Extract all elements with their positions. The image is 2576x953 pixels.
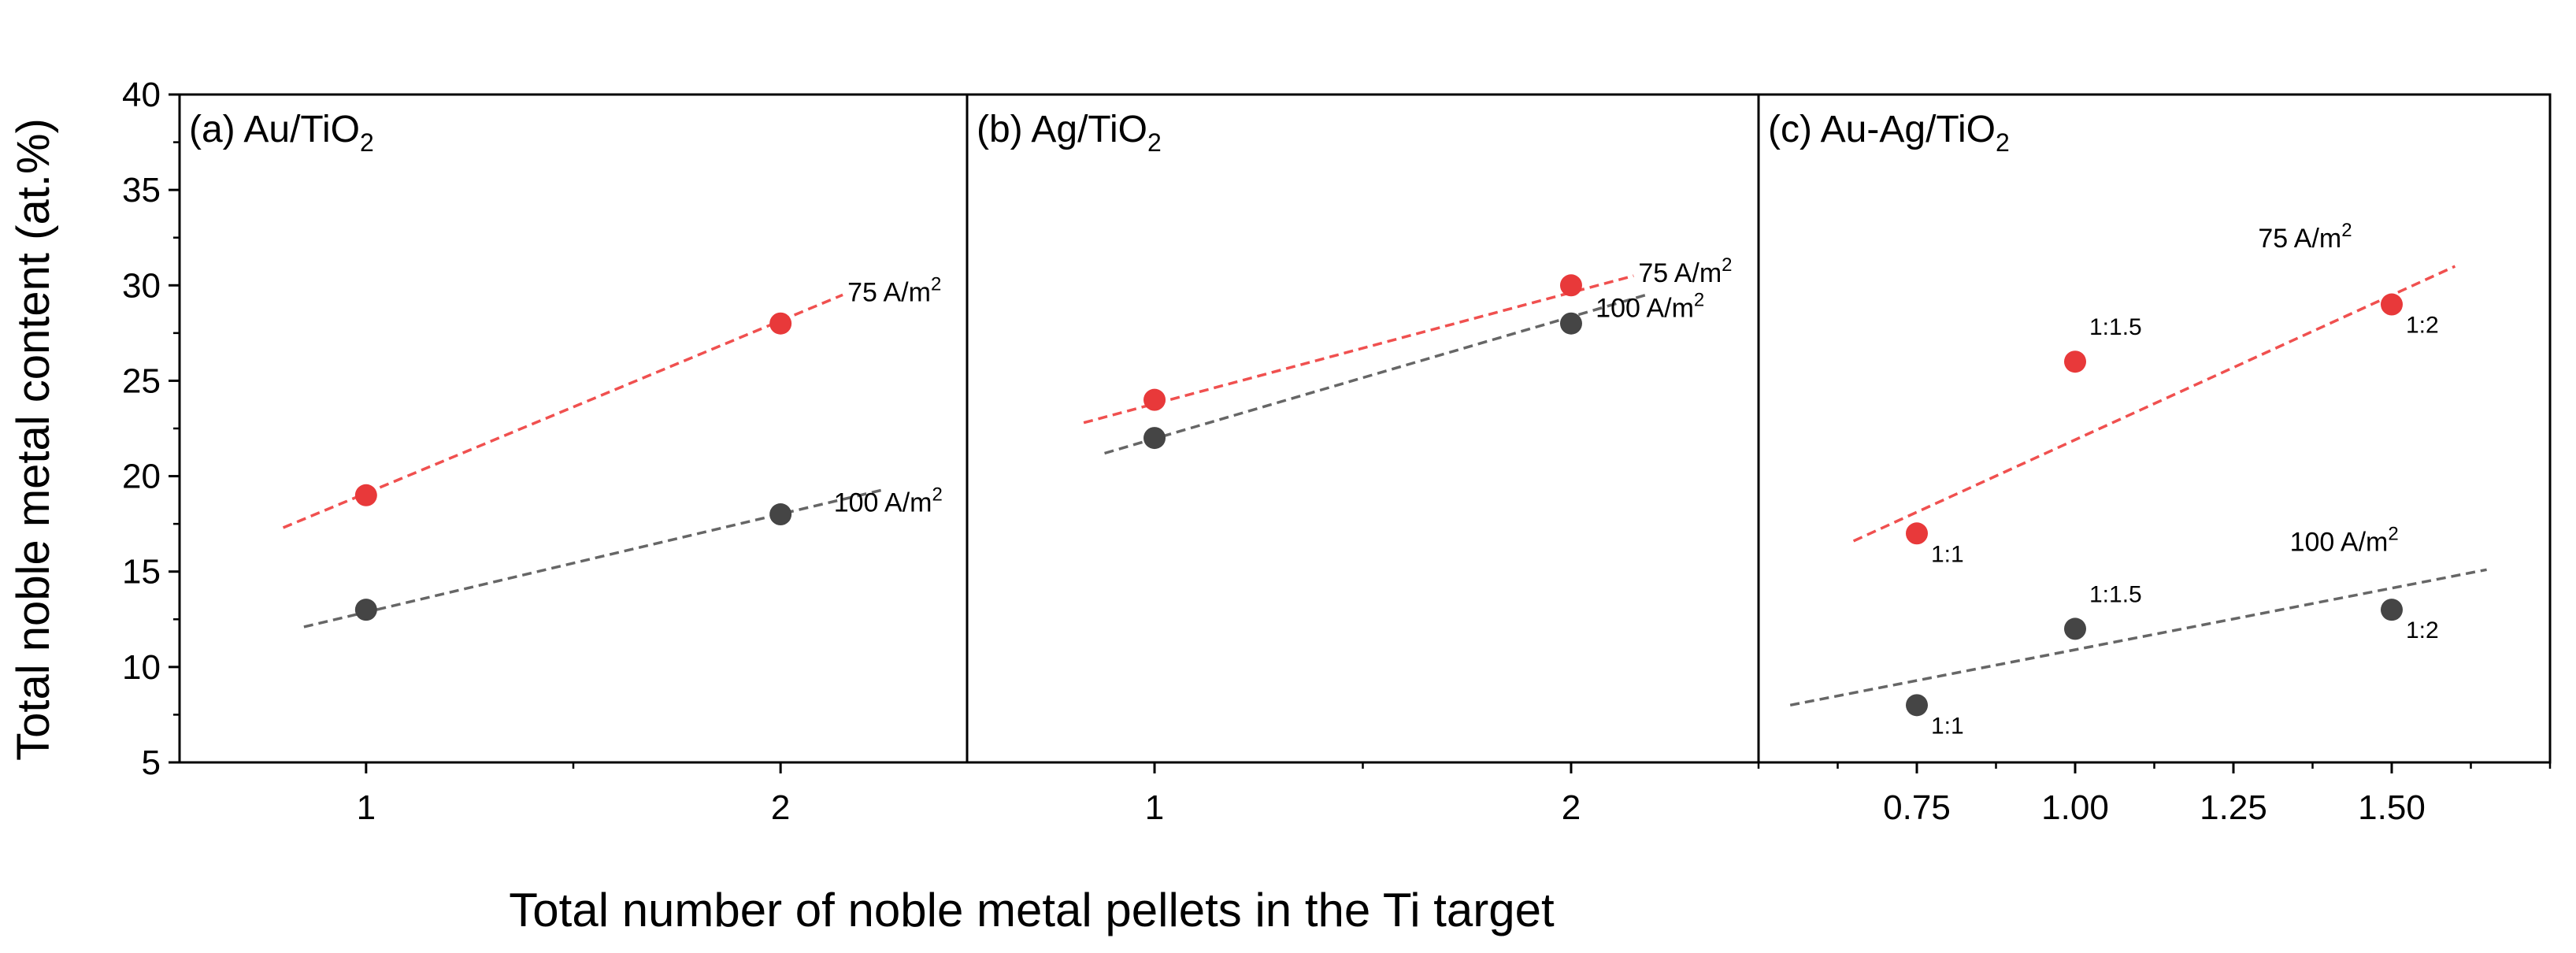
- panel-title-subscript: 2: [360, 128, 374, 157]
- series-red: 1:11:1.5 1:275 A/m2: [1852, 220, 2456, 567]
- data-point: [1559, 312, 1582, 335]
- series-label: 75 A/m2: [2258, 220, 2352, 254]
- panel-frame: [1757, 93, 2552, 764]
- panel-title-text: (a) Au/TiO: [189, 109, 360, 150]
- series-label-superscript: 2: [932, 484, 942, 506]
- data-point: [1559, 274, 1582, 297]
- trend-line: [282, 293, 843, 529]
- series-label-superscript: 2: [1722, 254, 1732, 276]
- data-point: [354, 484, 377, 506]
- series-gray: 100 A/m2: [303, 484, 943, 629]
- x-tick-label: 1: [1145, 788, 1164, 827]
- panel-title: (a) Au/TiO2: [189, 109, 374, 157]
- series-red: 75 A/m2: [1083, 254, 1733, 425]
- trend-line: [1789, 568, 2487, 707]
- series-red: 75 A/m2: [282, 273, 941, 529]
- data-point: [1906, 694, 1928, 717]
- data-point: [1143, 388, 1166, 411]
- point-label: 1:2: [2406, 313, 2439, 339]
- data-point: [2064, 350, 2086, 373]
- x-tick-label: 1.25: [2200, 788, 2267, 827]
- y-tick-label: 30: [122, 266, 161, 305]
- trend-line: [1083, 274, 1634, 425]
- x-tick-label: 1: [357, 788, 376, 827]
- panel-title-text: (c) Au-Ag/TiO: [1768, 109, 1996, 150]
- panel-frame: [178, 93, 969, 764]
- series-label-text: 100 A/m: [1596, 293, 1694, 323]
- trend-line: [1852, 265, 2456, 543]
- x-tick-label: 1.00: [2041, 788, 2109, 827]
- panel-frame: [966, 93, 1760, 764]
- y-tick-label: 10: [122, 648, 161, 687]
- series-label: 100 A/m2: [834, 484, 943, 518]
- y-axis-ticks: 5 10 15 20 25 30 35 40: [122, 76, 180, 782]
- panel-title: (b) Ag/TiO2: [977, 109, 1162, 157]
- data-point: [1143, 427, 1166, 450]
- data-point: [2381, 293, 2403, 316]
- data-point: [354, 599, 377, 621]
- y-tick-label: 20: [122, 458, 161, 496]
- series-label-text: 75 A/m: [2258, 224, 2341, 254]
- trend-line: [303, 488, 885, 629]
- x-tick-label: 2: [1562, 788, 1581, 827]
- data-point: [2064, 617, 2086, 640]
- point-label: 1:2: [2406, 617, 2439, 643]
- x-axis-label: Total number of noble metal pellets in t…: [509, 884, 1555, 936]
- series-gray: 100 A/m2: [1104, 289, 1704, 455]
- trend-line: [1104, 293, 1647, 455]
- series-label-superscript: 2: [931, 273, 941, 295]
- point-label: 1:1: [1931, 541, 1964, 567]
- data-point: [2381, 599, 2403, 621]
- series-label-text: 75 A/m: [1638, 258, 1722, 288]
- data-point: [769, 503, 792, 526]
- point-label: 1:1.5: [2089, 314, 2142, 340]
- y-tick-label: 40: [122, 76, 161, 114]
- series-label-superscript: 2: [1694, 289, 1704, 310]
- x-tick-label: 2: [771, 788, 790, 827]
- series-gray: 1:1 1:1.5 1:2 100 A/m2: [1789, 523, 2487, 739]
- x-tick-label: 0.75: [1883, 788, 1951, 827]
- series-label-text: 100 A/m: [834, 488, 932, 518]
- data-point: [1906, 522, 1928, 545]
- point-label: 1:1.5: [2089, 581, 2142, 607]
- series-label-text: 100 A/m: [2290, 527, 2389, 557]
- y-axis-label: Total noble metal content (at.%): [8, 118, 59, 761]
- panel-title-subscript: 2: [1996, 128, 2010, 157]
- series-label: 75 A/m2: [1638, 254, 1732, 288]
- panel-title-text: (b) Ag/TiO: [977, 109, 1147, 150]
- y-tick-label: 15: [122, 553, 161, 591]
- x-tick-label: 1.50: [2358, 788, 2426, 827]
- y-tick-label: 5: [142, 743, 161, 782]
- y-tick-label: 35: [122, 171, 161, 210]
- point-label: 1:1: [1931, 713, 1964, 739]
- series-label: 75 A/m2: [847, 273, 941, 307]
- series-label: 100 A/m2: [2290, 523, 2399, 557]
- series-label-superscript: 2: [2388, 523, 2398, 544]
- series-label: 100 A/m2: [1596, 289, 1704, 323]
- panel-title: (c) Au-Ag/TiO2: [1768, 109, 2010, 157]
- data-point: [769, 312, 792, 335]
- panel-title-subscript: 2: [1147, 128, 1162, 157]
- series-label-superscript: 2: [2341, 220, 2352, 241]
- series-label-text: 75 A/m: [847, 277, 931, 307]
- y-tick-label: 25: [122, 362, 161, 400]
